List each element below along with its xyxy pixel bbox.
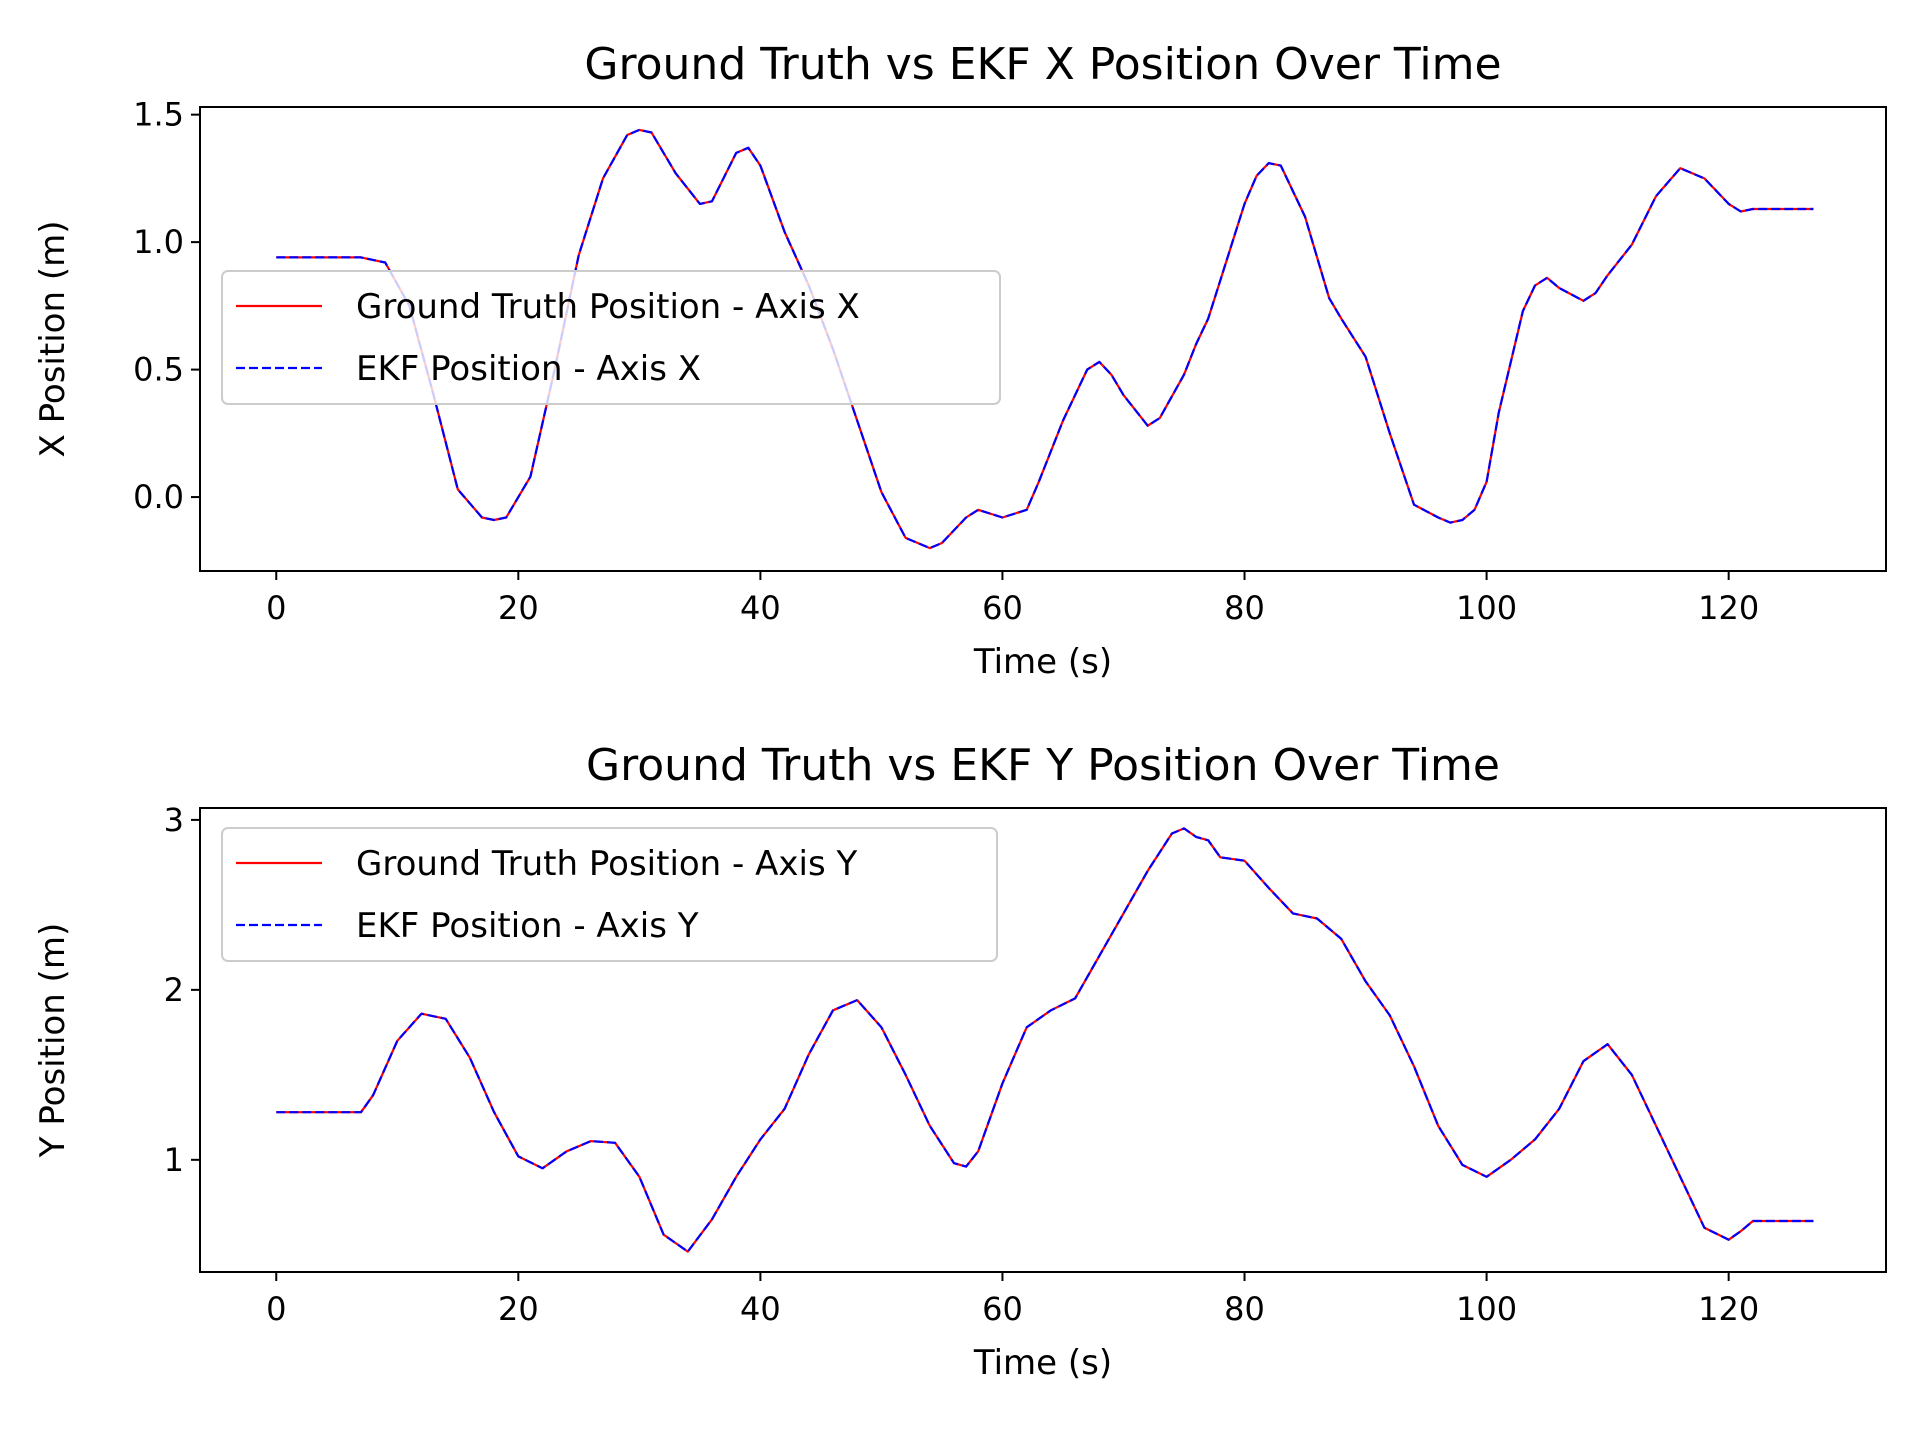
chart-title: Ground Truth vs EKF Y Position Over Time [586, 740, 1500, 791]
y-tick-label: 1.5 [133, 96, 184, 134]
y-axis-label: X Position (m) [33, 221, 73, 458]
x-tick-label: 80 [1224, 1290, 1265, 1328]
y-tick-label: 0.0 [133, 478, 184, 516]
chart-title: Ground Truth vs EKF X Position Over Time [584, 39, 1501, 90]
y-tick-label: 1.0 [133, 223, 184, 261]
plot-area [276, 827, 1814, 1253]
legend-label: Ground Truth Position - Axis X [356, 287, 860, 327]
y-axis-label: Y Position (m) [33, 923, 73, 1158]
x-tick-label: 120 [1698, 589, 1759, 627]
x-tick-label: 100 [1456, 1290, 1517, 1328]
x-tick-label: 40 [740, 1290, 781, 1328]
chart-1: 0 20 40 60 80 100 120 0.0 0.5 1.0 1.5 Ground Truth … [33, 39, 1887, 682]
x-tick-label: 60 [982, 1290, 1023, 1328]
y-tick-label: 3 [164, 801, 184, 839]
x-tick-label: 60 [982, 589, 1023, 627]
x-tick-label: 80 [1224, 589, 1265, 627]
series-line-ekf [276, 827, 1814, 1253]
y-tick-label: 2 [164, 971, 184, 1009]
x-tick-label: 0 [266, 1290, 286, 1328]
x-tick-label: 120 [1698, 1290, 1759, 1328]
plot-area [276, 128, 1814, 550]
legend-label: EKF Position - Axis Y [356, 906, 699, 946]
legend: Ground Truth Position - Axis Y EKF Positi… [221, 827, 998, 962]
axes-frame [199, 106, 1887, 572]
chart-2: 0 20 40 60 80 100 120 1 2 3 Ground Truth vs EKF Y … [33, 740, 1887, 1383]
axes-frame [199, 807, 1887, 1273]
legend-box [221, 270, 1001, 405]
legend-box [221, 827, 998, 962]
x-tick-label: 40 [740, 589, 781, 627]
y-tick-label: 1 [164, 1141, 184, 1179]
x-axis-label: Time (s) [973, 642, 1112, 682]
series-line-ekf [276, 128, 1814, 550]
legend-label: Ground Truth Position - Axis Y [356, 844, 857, 884]
x-tick-label: 100 [1456, 589, 1517, 627]
legend: Ground Truth Position - Axis X EKF Positi… [221, 270, 1001, 405]
x-tick-label: 20 [498, 589, 539, 627]
x-tick-label: 20 [498, 1290, 539, 1328]
x-axis-label: Time (s) [973, 1343, 1112, 1383]
x-tick-label: 0 [266, 589, 286, 627]
y-tick-label: 0.5 [133, 351, 184, 389]
legend-label: EKF Position - Axis X [356, 349, 701, 389]
